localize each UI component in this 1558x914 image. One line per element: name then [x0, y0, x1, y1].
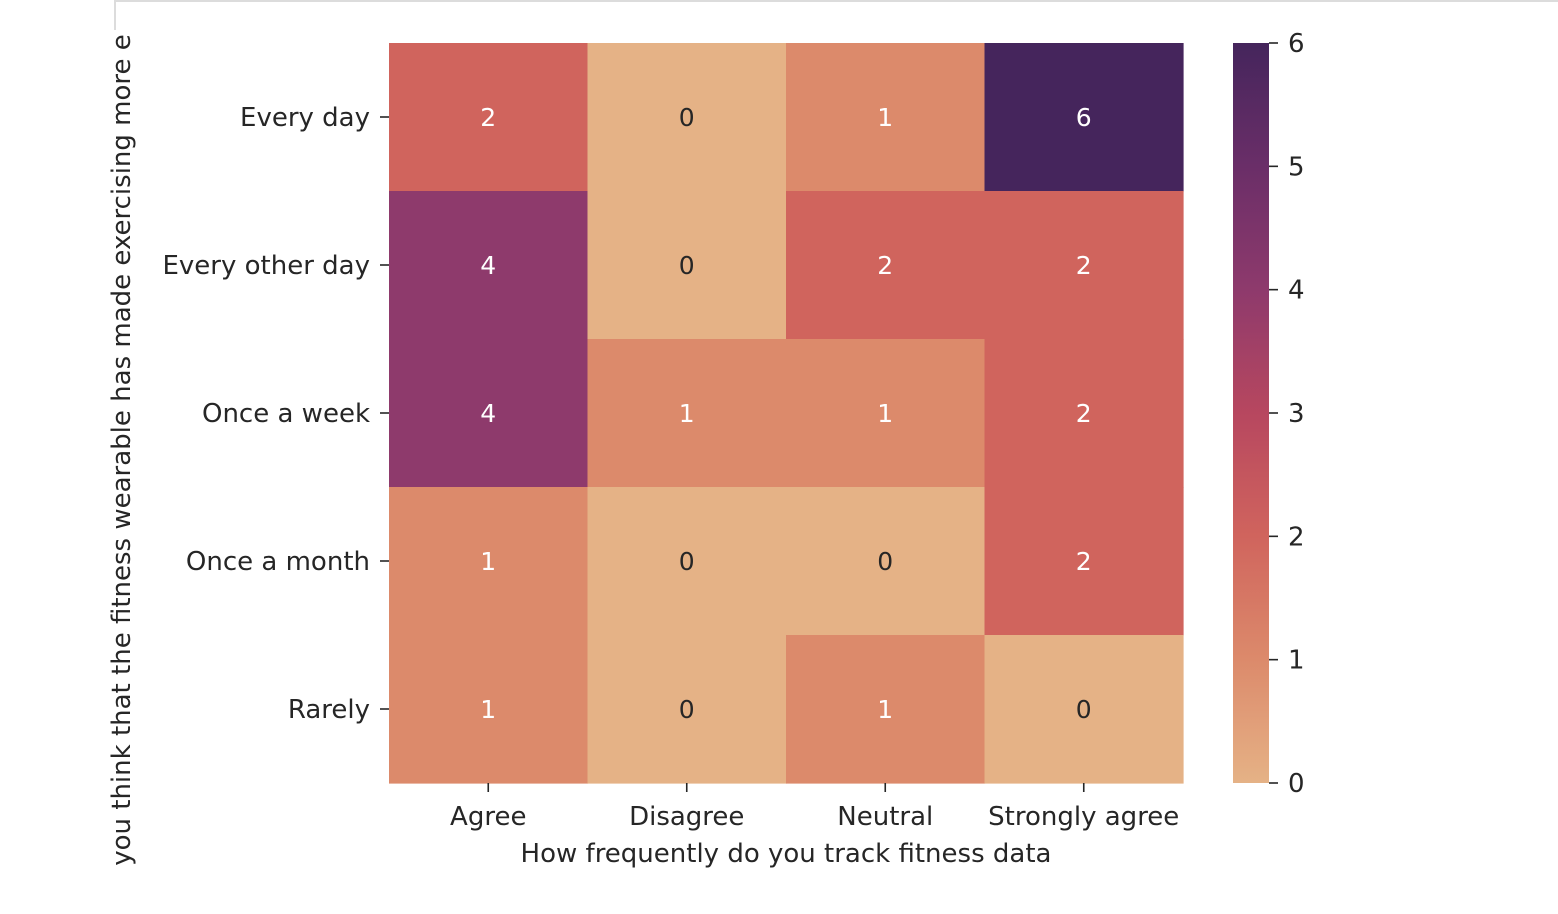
y-tick-label: Every other day	[162, 251, 370, 281]
cell-annotation: 1	[877, 695, 893, 724]
heatmap-cell	[389, 635, 589, 784]
heatmap-cell	[984, 635, 1184, 784]
heatmap-cell	[786, 191, 986, 340]
y-axis-ticks: Every day Every other day Once a week Once …	[162, 103, 389, 725]
heatmap-cell	[786, 339, 986, 488]
y-tick-label: Once a month	[186, 547, 370, 577]
heatmap-cell	[389, 43, 589, 192]
cell-annotation: 0	[877, 547, 893, 576]
heatmap-cell	[587, 43, 787, 192]
x-tick-label: Disagree	[629, 802, 744, 832]
colorbar-tick-label: 4	[1288, 276, 1305, 306]
cell-annotation: 0	[679, 695, 695, 724]
colorbar-tick-label: 5	[1288, 152, 1305, 182]
heatmap-cell	[389, 339, 589, 488]
cell-annotation: 2	[1076, 547, 1092, 576]
x-tick-label: Strongly agree	[988, 802, 1179, 832]
y-tick-label: Rarely	[288, 695, 370, 725]
colorbar-tick-label: 1	[1288, 646, 1305, 676]
heatmap-cell	[587, 487, 787, 636]
cell-annotation: 2	[480, 103, 496, 132]
cell-annotation: 0	[679, 103, 695, 132]
y-axis-label: you think that the fitness wearable has …	[107, 34, 137, 866]
colorbar-tick-label: 6	[1288, 29, 1305, 59]
cell-border-top	[114, 0, 1558, 2]
colorbar-ticks: 0 1 2 3 4 5 6	[1269, 29, 1305, 799]
cell-border-left	[114, 0, 116, 30]
cell-annotation: 1	[679, 399, 695, 428]
y-tick-label: Once a week	[202, 399, 370, 429]
x-tick-label: Neutral	[837, 802, 933, 832]
heatmap-cell	[587, 635, 787, 784]
cell-annotation: 2	[1076, 251, 1092, 280]
cell-annotation: 1	[877, 399, 893, 428]
y-tick-label: Every day	[240, 103, 370, 133]
heatmap-cell	[389, 191, 589, 340]
heatmap-cell	[984, 487, 1184, 636]
cell-annotation: 0	[1076, 695, 1092, 724]
heatmap-cell	[587, 339, 787, 488]
colorbar-tick-label: 2	[1288, 522, 1305, 552]
colorbar-tick-label: 3	[1288, 399, 1305, 429]
heatmap-cell	[786, 43, 986, 192]
colorbar-gradient	[1233, 43, 1269, 783]
colorbar-tick-label: 0	[1288, 769, 1305, 799]
cell-annotation: 1	[877, 103, 893, 132]
heatmap-cells	[389, 43, 1184, 784]
heatmap-cell	[786, 635, 986, 784]
x-tick-label: Agree	[450, 802, 526, 832]
heatmap-cell	[389, 487, 589, 636]
heatmap-cell	[587, 191, 787, 340]
heatmap-cell	[984, 43, 1184, 192]
cell-annotation: 6	[1076, 103, 1092, 132]
cell-annotations: 2 0 1 6 4 0 2 2 4 1 1 2 1 0 0 2 1 0 1 0	[480, 103, 1091, 724]
x-axis-ticks: Agree Disagree Neutral Strongly agree	[450, 783, 1179, 832]
cell-annotation: 1	[480, 547, 496, 576]
heatmap-cell	[984, 191, 1184, 340]
cell-annotation: 4	[480, 251, 496, 280]
cell-annotation: 2	[877, 251, 893, 280]
x-axis-label: How frequently do you track fitness data	[521, 839, 1052, 869]
colorbar: 0 1 2 3 4 5 6	[1233, 29, 1305, 799]
heatmap-cell	[984, 339, 1184, 488]
cell-annotation: 0	[679, 251, 695, 280]
cell-annotation: 2	[1076, 399, 1092, 428]
cell-annotation: 4	[480, 399, 496, 428]
heatmap-cell	[786, 487, 986, 636]
cell-annotation: 1	[480, 695, 496, 724]
cell-annotation: 0	[679, 547, 695, 576]
